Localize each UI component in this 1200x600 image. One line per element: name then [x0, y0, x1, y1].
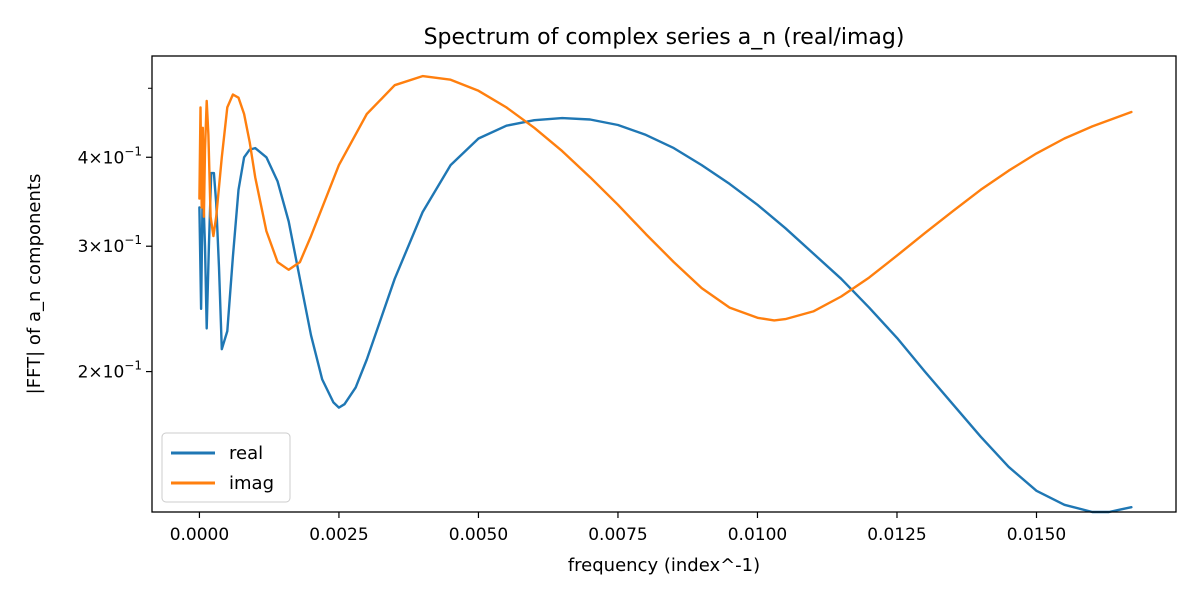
legend-real-label: real	[229, 443, 263, 464]
x-tick-label: 0.0025	[309, 525, 368, 545]
x-tick-label: 0.0000	[170, 525, 229, 545]
y-tick-label: 2×10−1	[78, 359, 142, 383]
x-tick-label: 0.0050	[449, 525, 508, 545]
legend: real imag	[161, 432, 291, 503]
series-layer	[198, 74, 1133, 514]
plot-area: 0.0000 0.0025 0.0050 0.0075 0.0100 0.0125 0.01…	[78, 55, 1177, 545]
series-line-imag	[198, 74, 1133, 322]
x-tick-label: 0.0075	[588, 525, 647, 545]
x-tick-label: 0.0100	[728, 525, 787, 545]
y-tick-label: 4×10−1	[78, 144, 142, 168]
chart-title: Spectrum of complex series a_n (real/ima…	[424, 25, 905, 50]
x-tick-label: 0.0125	[867, 525, 926, 545]
legend-imag-label: imag	[229, 473, 274, 494]
legend-box	[161, 432, 291, 503]
axes-frame	[151, 55, 1177, 513]
y-tick-label: 3×10−1	[78, 233, 142, 257]
x-axis-label: frequency (index^-1)	[568, 555, 760, 576]
x-ticks: 0.0000 0.0025 0.0050 0.0075 0.0100 0.0125 0.01…	[170, 512, 1066, 545]
y-ticks: 2×10−1 3×10−1 4×10−1	[78, 87, 152, 383]
x-tick-label: 0.0150	[1007, 525, 1066, 545]
series-line-real	[198, 116, 1133, 514]
y-axis-label: |FFT| of a_n components	[24, 174, 45, 395]
